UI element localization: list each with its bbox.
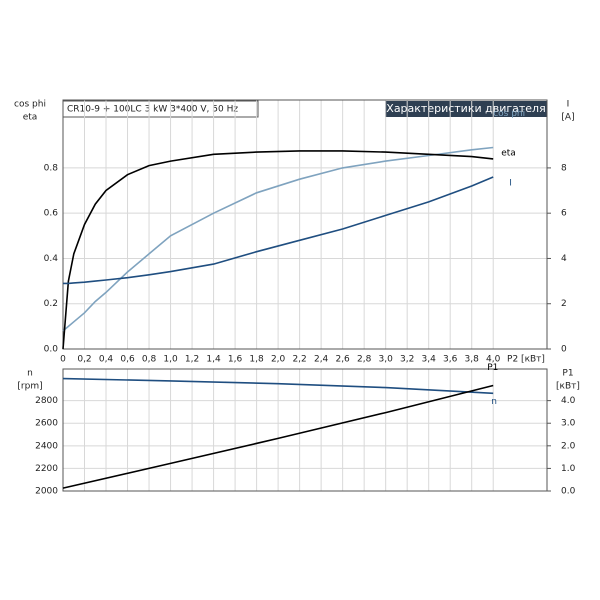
x-tick-label: 3,2 xyxy=(400,355,414,365)
series-line xyxy=(62,377,494,395)
x-tick-label: 2,8 xyxy=(357,355,372,365)
x-tick-label: 0,2 xyxy=(77,355,91,365)
series-line xyxy=(62,384,494,489)
y-tick-label: 0.0 xyxy=(44,345,59,355)
y2-tick-label: 2 xyxy=(561,299,567,309)
x-tick-label: 3,8 xyxy=(465,355,480,365)
x-tick-label: 2,4 xyxy=(314,355,329,365)
subtitle-box xyxy=(385,101,547,117)
y2-tick-label: 0 xyxy=(561,345,567,355)
y2-tick-label: 2.0 xyxy=(561,441,576,451)
y2-axis-label: P1 xyxy=(562,369,573,379)
x-tick-label: 2,0 xyxy=(271,355,286,365)
y-tick-label: 2400 xyxy=(35,441,58,451)
series-label: n xyxy=(491,397,497,407)
x-tick-label: 2,2 xyxy=(292,355,306,365)
y2-tick-label: 8 xyxy=(561,163,567,173)
x-tick-label: 1,8 xyxy=(249,355,264,365)
x-tick-label: 1,2 xyxy=(185,355,199,365)
x-tick-label: 0 xyxy=(60,355,66,365)
x-tick-label: 0,6 xyxy=(120,355,135,365)
chart-title: CR10-9 + 100LC 3 kW 3*400 V, 50 Hz xyxy=(67,105,238,115)
y-tick-label: 0.8 xyxy=(44,163,59,173)
y-tick-label: 2200 xyxy=(35,464,58,474)
y-tick-label: 2000 xyxy=(35,487,58,497)
plot-frame xyxy=(62,99,548,350)
x-tick-label: 4,0 xyxy=(486,355,501,365)
x-tick-label: 1,0 xyxy=(163,355,178,365)
y-axis-label: cos phi xyxy=(14,100,46,110)
x-axis-label: P2 [кВт] xyxy=(507,355,545,365)
y2-tick-label: 3.0 xyxy=(561,419,576,429)
y-axis-label: eta xyxy=(23,113,38,123)
x-tick-label: 0,4 xyxy=(99,355,114,365)
y-axis-label: n xyxy=(27,369,33,379)
series-line xyxy=(63,176,494,285)
y-tick-label: 0.6 xyxy=(44,209,59,219)
series-line xyxy=(62,146,494,332)
y2-tick-label: 4 xyxy=(561,254,567,264)
x-tick-label: 3,6 xyxy=(443,355,458,365)
x-tick-label: 0,8 xyxy=(142,355,157,365)
x-tick-label: 3,4 xyxy=(422,355,437,365)
y-tick-label: 2600 xyxy=(35,419,58,429)
series-label: I xyxy=(509,178,512,188)
x-tick-label: 1,6 xyxy=(228,355,243,365)
series-line xyxy=(62,150,494,350)
y2-tick-label: 6 xyxy=(561,209,567,219)
y-axis-label: [rpm] xyxy=(17,382,42,392)
y-tick-label: 0.4 xyxy=(44,254,59,264)
series-label: P1 xyxy=(487,363,498,373)
subtitle: Характеристики двигателя xyxy=(386,102,545,115)
y2-axis-label: [кВт] xyxy=(556,382,580,392)
x-tick-label: 1,4 xyxy=(206,355,221,365)
y-tick-label: 2800 xyxy=(35,396,58,406)
y2-axis-label: [A] xyxy=(561,113,574,123)
y2-axis-label: I xyxy=(567,100,570,110)
series-label: eta xyxy=(501,148,516,158)
x-tick-label: 3,0 xyxy=(379,355,394,365)
y-tick-label: 0.2 xyxy=(44,299,58,309)
y2-tick-label: 1.0 xyxy=(561,464,576,474)
y2-tick-label: 0.0 xyxy=(561,487,576,497)
x-tick-label: 2,6 xyxy=(335,355,350,365)
plot-frame xyxy=(62,368,548,492)
series-label: cos phi xyxy=(493,109,525,119)
y2-tick-label: 4.0 xyxy=(561,396,576,406)
